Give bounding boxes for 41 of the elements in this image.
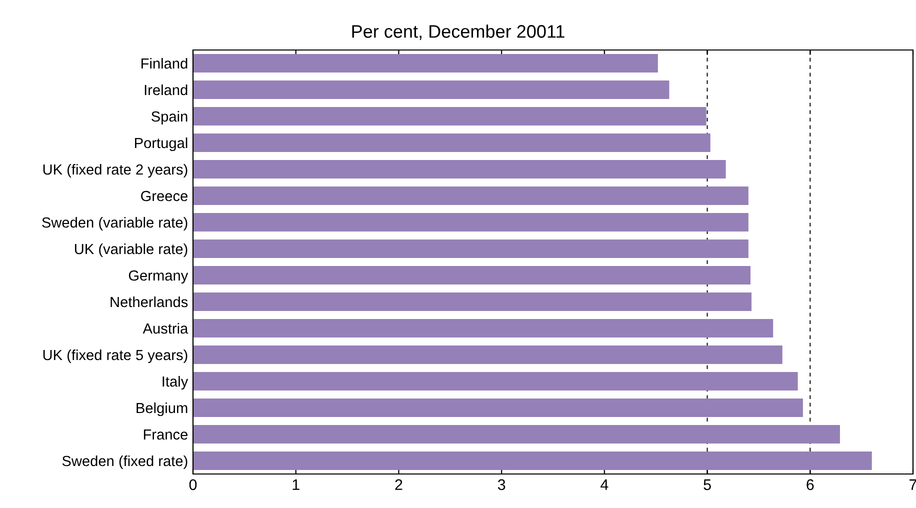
- bar: [193, 345, 782, 364]
- x-tick-label: 2: [395, 479, 402, 490]
- y-tick-label: Austria: [142, 322, 188, 334]
- bar: [193, 239, 748, 258]
- bar: [193, 133, 710, 152]
- y-tick-label: Sweden (fixed rate): [62, 455, 188, 470]
- bar: [193, 266, 750, 285]
- bar: [193, 372, 798, 391]
- y-tick-label: Sweden (variable rate): [42, 216, 188, 231]
- y-tick-label: Finland: [142, 58, 188, 69]
- x-tick-label: 6: [806, 479, 814, 490]
- y-tick-label: Netherlands: [110, 296, 188, 308]
- bar: [193, 212, 748, 232]
- x-tick-label: 5: [704, 479, 711, 490]
- bar: [193, 186, 748, 206]
- y-tick-label: Italy: [162, 376, 188, 390]
- bar: [193, 318, 774, 338]
- y-tick-label: UK (variable rate): [74, 243, 188, 258]
- x-tick-label: 3: [498, 479, 506, 490]
- y-tick-label: Spain: [152, 110, 188, 125]
- x-tick-label: 1: [292, 479, 300, 490]
- bar: [193, 160, 726, 179]
- y-tick-label: Ireland: [144, 84, 188, 96]
- y-tick-label: UK (fixed rate 5 years): [43, 349, 188, 364]
- y-tick-label: Greece: [141, 190, 188, 202]
- y-tick-label: France: [144, 430, 188, 440]
- y-tick-label: Germany: [128, 270, 188, 284]
- bar: [193, 106, 706, 126]
- x-tick-label: 0: [189, 479, 197, 490]
- x-tick-label: 7: [910, 479, 916, 490]
- y-tick-label: Portugal: [135, 137, 188, 152]
- bar: [193, 292, 752, 312]
- bar: [193, 54, 658, 73]
- y-tick-label: UK (fixed rate 2 years): [43, 164, 188, 178]
- y-tick-label: Belgium: [136, 402, 188, 416]
- bar: [193, 398, 803, 418]
- x-tick-label: 4: [600, 479, 608, 490]
- bar: [193, 80, 670, 100]
- chart-title: Per cent, December 20011: [352, 24, 564, 40]
- bar: [193, 424, 840, 444]
- bar: [193, 451, 872, 470]
